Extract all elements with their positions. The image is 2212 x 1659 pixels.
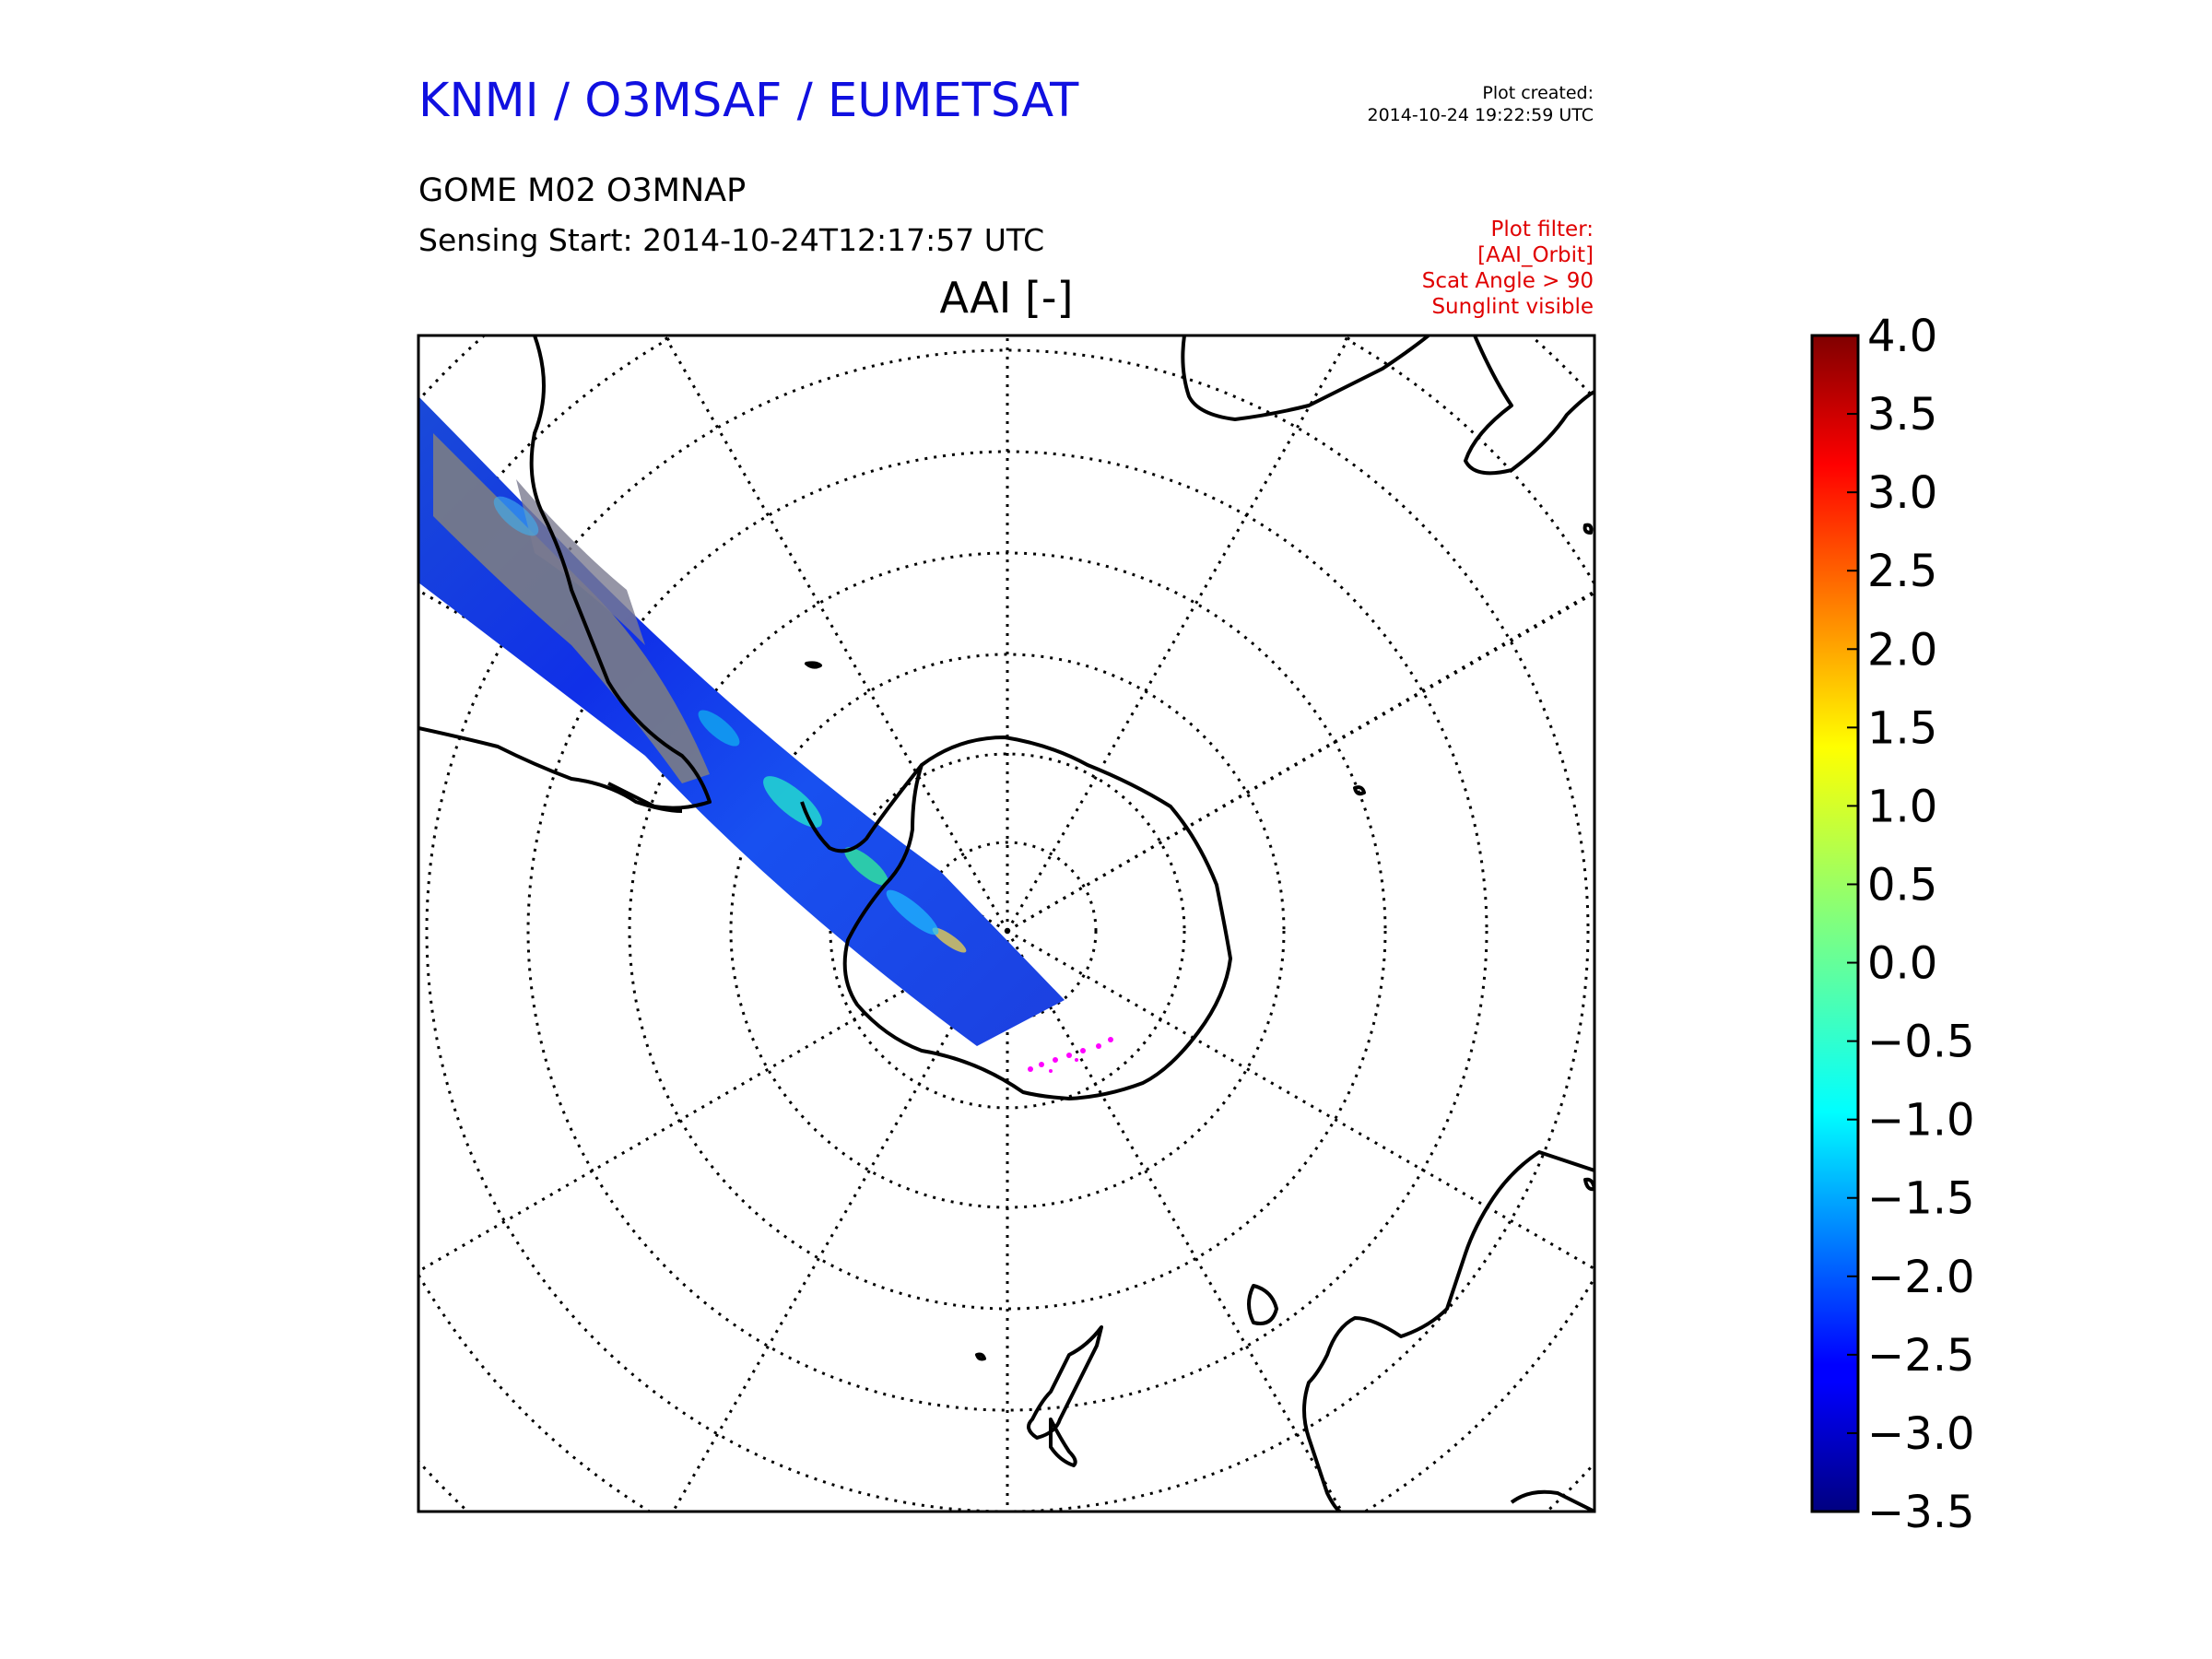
- colorbar: 4.0 3.5 3.0 2.5 2.0 1.5 1.0 0.5 0.0 −0.5 −1.0 −1.5 −…: [1810, 311, 1975, 1538]
- colorbar-tick-label: 2.5: [1867, 546, 1937, 597]
- colorbar-gradient: [1810, 334, 1860, 1513]
- aai-swath: [418, 396, 1113, 1073]
- map-frame: [417, 334, 1596, 1513]
- colorbar-tick-label: 2.0: [1867, 624, 1937, 676]
- colorbar-tick-label: −3.5: [1867, 1487, 1975, 1538]
- colorbar-tick-label: −2.5: [1867, 1330, 1975, 1382]
- coastlines: [418, 335, 1594, 1512]
- product-name: GOME M02 O3MNAP: [418, 172, 747, 209]
- colorbar-ticks: 4.0 3.5 3.0 2.5 2.0 1.5 1.0 0.5 0.0 −0.5 −1.0 −1.5 −…: [1847, 311, 1975, 1538]
- colorbar-tick-label: −3.0: [1867, 1408, 1975, 1460]
- plot-filter-sunglint: Sunglint visible: [1431, 295, 1594, 319]
- plot-filter-label: Plot filter:: [1490, 218, 1594, 241]
- colorbar-tick-label: 4.0: [1867, 311, 1937, 362]
- colorbar-tick-label: 1.0: [1867, 781, 1937, 832]
- colorbar-tick-label: 1.5: [1867, 702, 1937, 754]
- colorbar-tick-label: 3.5: [1867, 389, 1937, 441]
- plot-filter-orbit: [AAI_Orbit]: [1477, 243, 1594, 267]
- map-area: [418, 335, 1594, 1512]
- map-title: AAI [-]: [939, 273, 1074, 323]
- colorbar-tick-label: 0.5: [1867, 859, 1937, 911]
- plot-filter-scat-angle: Scat Angle > 90: [1421, 269, 1594, 293]
- outlier-points: [1028, 1037, 1113, 1073]
- org-title: KNMI / O3MSAF / EUMETSAT: [418, 74, 1079, 128]
- colorbar-tick-label: 0.0: [1867, 938, 1937, 990]
- plot-created-timestamp: 2014-10-24 19:22:59 UTC: [1367, 105, 1594, 125]
- colorbar-tick-label: −0.5: [1867, 1017, 1975, 1068]
- colorbar-tick-label: 3.0: [1867, 467, 1937, 519]
- plot-created-label: Plot created:: [1482, 83, 1594, 103]
- colorbar-tick-label: −1.0: [1867, 1095, 1975, 1147]
- colorbar-tick-label: −2.0: [1867, 1252, 1975, 1303]
- sensing-start: Sensing Start: 2014-10-24T12:17:57 UTC: [418, 222, 1045, 258]
- graticule-meridians: [418, 335, 1594, 1512]
- colorbar-tick-label: −1.5: [1867, 1173, 1975, 1225]
